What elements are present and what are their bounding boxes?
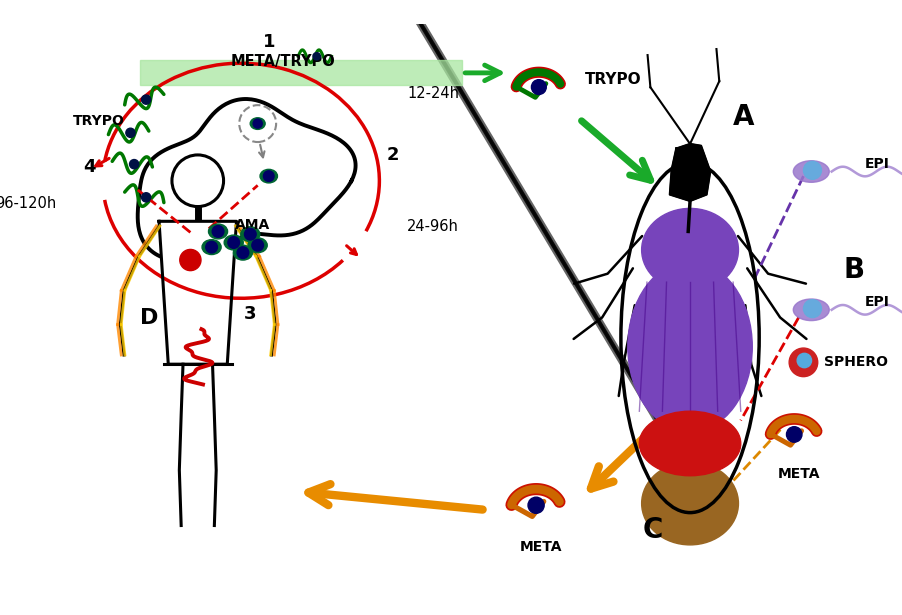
- Circle shape: [237, 247, 248, 258]
- Ellipse shape: [208, 224, 227, 239]
- Ellipse shape: [793, 161, 828, 182]
- Circle shape: [252, 239, 263, 251]
- Circle shape: [239, 105, 276, 142]
- Circle shape: [788, 348, 817, 376]
- Text: D: D: [140, 308, 158, 328]
- Circle shape: [253, 119, 262, 128]
- Circle shape: [129, 159, 139, 169]
- Text: 96-120h: 96-120h: [0, 196, 57, 212]
- Ellipse shape: [641, 208, 738, 292]
- Circle shape: [263, 171, 274, 181]
- Ellipse shape: [250, 118, 265, 129]
- Text: TRYPO: TRYPO: [73, 114, 125, 129]
- Text: A: A: [732, 103, 753, 132]
- Circle shape: [212, 226, 224, 237]
- Text: 1: 1: [262, 33, 275, 51]
- Text: EPI: EPI: [864, 157, 889, 171]
- Text: META/TRYPO: META/TRYPO: [230, 55, 335, 69]
- Text: 24-96h: 24-96h: [407, 220, 458, 234]
- Circle shape: [796, 353, 811, 368]
- Ellipse shape: [641, 462, 738, 545]
- Bar: [140, 60, 462, 85]
- Circle shape: [531, 80, 546, 95]
- Circle shape: [227, 237, 239, 248]
- Ellipse shape: [224, 235, 243, 250]
- Text: B: B: [842, 256, 864, 284]
- Circle shape: [313, 53, 320, 60]
- Circle shape: [206, 241, 217, 253]
- Circle shape: [803, 161, 821, 180]
- Polygon shape: [669, 144, 710, 201]
- Text: 12-24h: 12-24h: [407, 85, 458, 101]
- Circle shape: [142, 192, 151, 202]
- Ellipse shape: [793, 299, 828, 320]
- Ellipse shape: [260, 169, 277, 183]
- Ellipse shape: [233, 245, 253, 260]
- Text: AMA: AMA: [235, 218, 270, 232]
- Circle shape: [528, 497, 544, 514]
- Text: META: META: [777, 467, 819, 480]
- Circle shape: [786, 427, 801, 442]
- Text: C: C: [642, 515, 663, 544]
- Circle shape: [142, 95, 151, 104]
- Polygon shape: [137, 99, 355, 260]
- Circle shape: [171, 155, 224, 207]
- Circle shape: [803, 300, 821, 317]
- Text: 4: 4: [83, 157, 95, 175]
- Polygon shape: [159, 221, 236, 364]
- Ellipse shape: [248, 238, 267, 253]
- Ellipse shape: [639, 411, 740, 476]
- Ellipse shape: [241, 227, 260, 242]
- Text: 3: 3: [244, 305, 256, 323]
- Text: META: META: [519, 541, 561, 554]
- Text: EPI: EPI: [864, 295, 889, 309]
- Text: 2: 2: [387, 146, 399, 164]
- Circle shape: [179, 250, 201, 271]
- Ellipse shape: [202, 240, 221, 255]
- Text: TRYPO: TRYPO: [584, 72, 640, 87]
- Circle shape: [125, 128, 135, 137]
- Text: SPHERO: SPHERO: [823, 355, 887, 370]
- Ellipse shape: [627, 261, 751, 432]
- Circle shape: [244, 228, 256, 240]
